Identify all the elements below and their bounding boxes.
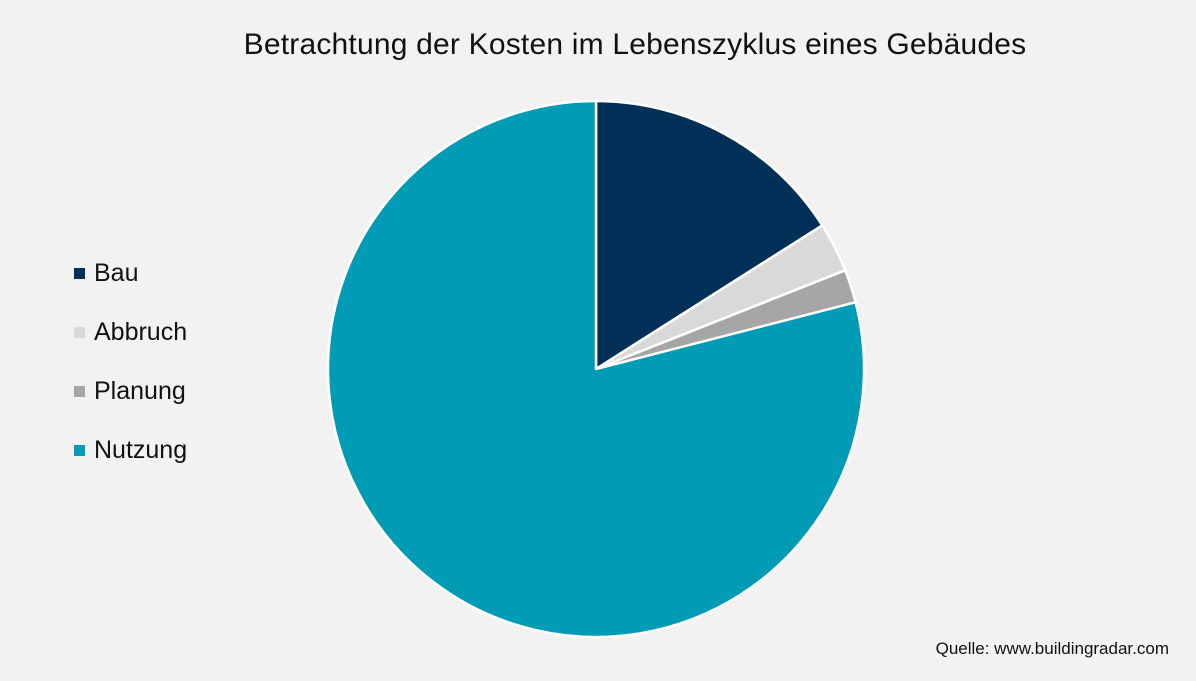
legend-label-planung: Planung xyxy=(94,377,186,405)
legend-label-abbruch: Abbruch xyxy=(94,318,188,346)
legend-label-bau: Bau xyxy=(94,259,139,287)
legend-swatch-planung xyxy=(74,386,85,397)
pie-slice-bau xyxy=(594,99,824,371)
legend-swatch-abbruch xyxy=(74,327,85,338)
legend-swatch-nutzung xyxy=(74,445,85,456)
pie-slice-nutzung xyxy=(326,99,866,639)
legend-item-nutzung: Nutzung xyxy=(74,421,274,480)
source-note: Quelle: www.buildingradar.com xyxy=(935,639,1169,658)
legend-label-nutzung: Nutzung xyxy=(94,436,188,464)
pie-slices xyxy=(326,99,866,639)
chart-title: Betrachtung der Kosten im Lebenszyklus e… xyxy=(243,28,1027,61)
legend-item-planung: Planung xyxy=(74,362,274,421)
legend-item-abbruch: Abbruch xyxy=(74,303,274,362)
legend-item-bau: Bau xyxy=(74,244,274,303)
legend: Bau Abbruch Planung Nutzung xyxy=(74,244,274,480)
legend-swatch-bau xyxy=(74,268,85,279)
